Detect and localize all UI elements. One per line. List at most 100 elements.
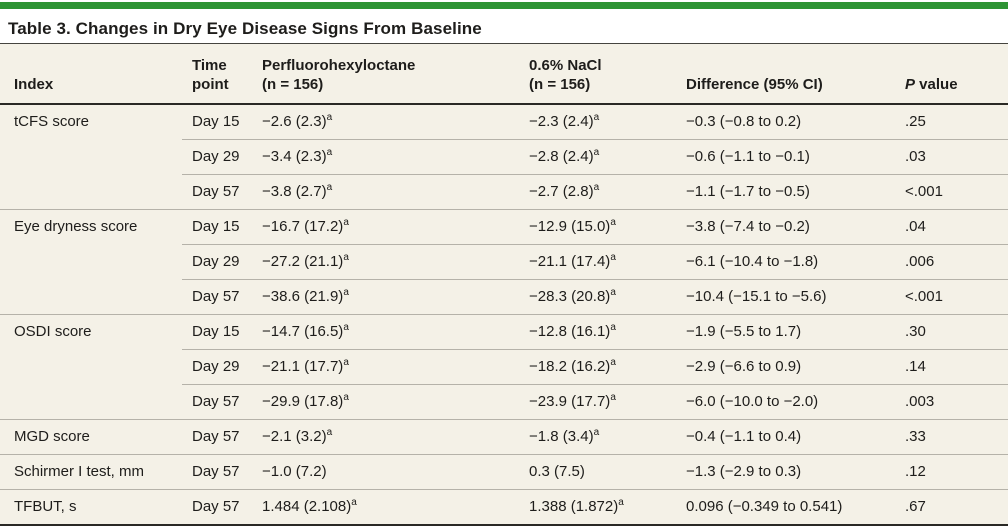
cell-nacl-value: −23.9 (17.7)a [519, 384, 676, 420]
footnote-marker: a [618, 497, 624, 508]
cell-index: tCFS score [14, 113, 90, 131]
table-row: TFBUT, s Day 57 1.484 (2.108)a 1.388 (1.872… [0, 489, 1008, 526]
cell-time-point: Day 57 [182, 174, 252, 210]
cell-difference-ci: −3.8 (−7.4 to −0.2) [676, 209, 895, 245]
footnote-marker: a [326, 147, 333, 158]
footnote-marker: a [610, 357, 616, 368]
cell-p-value: .30 [895, 314, 1008, 350]
cell-difference-ci: −0.6 (−1.1 to −0.1) [676, 139, 895, 175]
dry-eye-signs-table: Index Time point Perfluorohexyloctane (n = 1… [0, 44, 1008, 526]
cell-nacl-value: 0.3 (7.5) [519, 454, 676, 490]
table-row: Schirmer I test, mm Day 57 −1.0 (7.2) 0.3 (… [0, 454, 1008, 490]
cell-difference-ci: −0.4 (−1.1 to 0.4) [676, 419, 895, 455]
cell-time-point: Day 57 [182, 419, 252, 455]
footnote-marker: a [593, 182, 600, 193]
cell-difference-ci: −0.3 (−0.8 to 0.2) [686, 113, 802, 130]
accent-bar [0, 2, 1008, 9]
header-row: Index Time point Perfluorohexyloctane (n = 1… [0, 44, 1008, 105]
footnote-marker: a [343, 322, 349, 333]
cell-index [0, 385, 182, 420]
cell-difference-ci: −1.1 (−1.7 to −0.5) [676, 174, 895, 210]
footnote-marker: a [610, 252, 616, 263]
table-body: tCFS score Day 15 −2.6 (2.3)a −2.3 (2.4)a −0… [0, 104, 1008, 526]
cell-p-value: .12 [895, 454, 1008, 490]
table-title: Table 3. Changes in Dry Eye Disease Sign… [0, 9, 1008, 44]
cell-nacl-value: −21.1 (17.4)a [519, 244, 676, 280]
column-header-time-point: Time point [182, 44, 252, 105]
cell-nacl-value: −18.2 (16.2)a [519, 349, 676, 385]
footnote-marker: a [610, 392, 616, 403]
cell-difference-ci: −6.0 (−10.0 to −2.0) [676, 384, 895, 420]
table-row: Eye dryness score Day 15 −16.7 (17.2)a −12.… [0, 209, 1008, 245]
cell-index: Schirmer I test, mm [0, 454, 182, 490]
cell-index [0, 175, 182, 210]
footnote-marker: a [593, 427, 600, 438]
cell-p-value: .67 [895, 489, 1008, 526]
cell-nacl-value: −12.8 (16.1)a [519, 314, 676, 350]
footnote-marker: a [343, 357, 349, 368]
cell-p-value: <.001 [895, 279, 1008, 315]
table-header: Index Time point Perfluorohexyloctane (n = 1… [0, 44, 1008, 105]
cell-perfluorohexyloctane-value: −2.6 (2.3)a [262, 112, 333, 131]
cell-nacl-value: 1.388 (1.872)a [519, 489, 676, 526]
cell-difference-ci: −1.9 (−5.5 to 1.7) [676, 314, 895, 350]
table-row: Day 29 −21.1 (17.7)a −18.2 (16.2)a −2.9 (−6… [0, 349, 1008, 385]
cell-perfluorohexyloctane-value: −2.1 (3.2)a [252, 419, 519, 455]
footnote-marker: a [326, 427, 333, 438]
cell-time-point: Day 15 [182, 209, 252, 245]
cell-difference-ci: −10.4 (−15.1 to −5.6) [676, 279, 895, 315]
cell-time-point: Day 15 [192, 113, 240, 130]
table-row: Day 57 −29.9 (17.8)a −23.9 (17.7)a −6.0 (−1… [0, 384, 1008, 420]
footnote-marker: a [610, 287, 616, 298]
cell-nacl-value: −2.8 (2.4)a [519, 139, 676, 175]
table-row: Day 57 −3.8 (2.7)a −2.7 (2.8)a −1.1 (−1.7 t… [0, 174, 1008, 210]
cell-time-point: Day 29 [182, 349, 252, 385]
cell-nacl-value: −28.3 (20.8)a [519, 279, 676, 315]
cell-p-value: .003 [895, 384, 1008, 420]
column-header-p-value: P value [895, 44, 1008, 105]
cell-time-point: Day 15 [182, 314, 252, 350]
cell-nacl-value: −1.8 (3.4)a [519, 419, 676, 455]
table-row: Day 57 −38.6 (21.9)a −28.3 (20.8)a −10.4 (−… [0, 279, 1008, 315]
cell-p-value: .25 [905, 113, 926, 130]
cell-difference-ci: −2.9 (−6.6 to 0.9) [676, 349, 895, 385]
cell-nacl-value: −2.3 (2.4)a [529, 112, 600, 131]
cell-time-point: Day 57 [182, 454, 252, 490]
cell-index: Eye dryness score [0, 209, 182, 245]
footnote-marker: a [343, 287, 349, 298]
column-header-difference: Difference (95% CI) [676, 44, 895, 105]
cell-perfluorohexyloctane-value: −27.2 (21.1)a [252, 244, 519, 280]
cell-p-value: .04 [895, 209, 1008, 245]
cell-p-value: <.001 [895, 174, 1008, 210]
cell-nacl-value: −12.9 (15.0)a [519, 209, 676, 245]
cell-p-value: .14 [895, 349, 1008, 385]
table-row: OSDI score Day 15 −14.7 (16.5)a −12.8 (16.1… [0, 314, 1008, 350]
cell-perfluorohexyloctane-value: −1.0 (7.2) [252, 454, 519, 490]
cell-perfluorohexyloctane-value: −21.1 (17.7)a [252, 349, 519, 385]
footnote-marker: a [593, 112, 600, 123]
cell-nacl-value: −2.7 (2.8)a [519, 174, 676, 210]
column-header-nacl: 0.6% NaCl (n = 156) [519, 44, 676, 105]
cell-difference-ci: −1.3 (−2.9 to 0.3) [676, 454, 895, 490]
footnote-marker: a [351, 497, 357, 508]
cell-perfluorohexyloctane-value: 1.484 (2.108)a [252, 489, 519, 526]
cell-difference-ci: −6.1 (−10.4 to −1.8) [676, 244, 895, 280]
cell-index: MGD score [0, 419, 182, 455]
footnote-marker: a [326, 182, 333, 193]
cell-perfluorohexyloctane-value: −14.7 (16.5)a [252, 314, 519, 350]
footnote-marker: a [326, 112, 333, 123]
column-header-index: Index [0, 44, 182, 105]
table-row: tCFS score Day 15 −2.6 (2.3)a −2.3 (2.4)a −0… [0, 104, 1008, 140]
table-row: MGD score Day 57 −2.1 (3.2)a −1.8 (3.4)a −0.… [0, 419, 1008, 455]
cell-p-value: .33 [895, 419, 1008, 455]
cell-index: TFBUT, s [0, 489, 182, 526]
cell-index: OSDI score [0, 314, 182, 350]
cell-time-point: Day 57 [182, 384, 252, 420]
footnote-marker: a [343, 217, 349, 228]
footnote-marker: a [610, 322, 616, 333]
cell-perfluorohexyloctane-value: −38.6 (21.9)a [252, 279, 519, 315]
footnote-marker: a [343, 392, 349, 403]
cell-perfluorohexyloctane-value: −16.7 (17.2)a [252, 209, 519, 245]
footnote-marker: a [610, 217, 616, 228]
footnote-marker: a [593, 147, 600, 158]
